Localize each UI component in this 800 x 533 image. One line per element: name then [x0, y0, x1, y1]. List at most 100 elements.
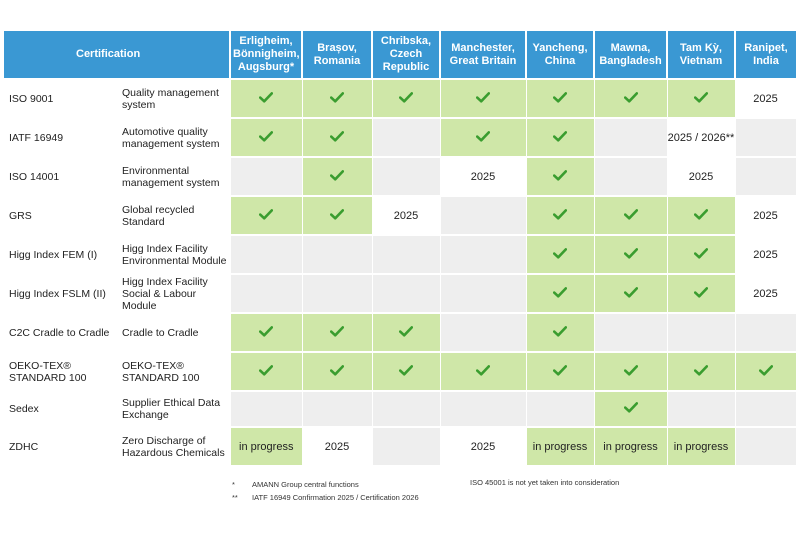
- location-header: Manchester, Great Britain: [440, 31, 527, 79]
- certification-name: Sedex: [4, 390, 118, 428]
- status-cell-certified: [440, 78, 527, 119]
- certification-name: Higg Index FSLM (II): [4, 273, 118, 314]
- status-cell-certified: [594, 78, 668, 119]
- status-cell-certified: [526, 117, 595, 158]
- table-row: ISO 14001 Environmental management system…: [4, 156, 797, 197]
- status-cell-empty: [440, 312, 527, 353]
- status-cell-certified: [526, 312, 595, 353]
- check-icon: [330, 364, 344, 376]
- status-cell-empty: [230, 273, 303, 314]
- check-icon: [330, 91, 344, 103]
- status-cell-certified: [526, 351, 595, 392]
- table-row: GRS Global recycled Standard 2025 2025: [4, 195, 797, 236]
- footnote-iso45001: ISO 45001 is not yet taken into consider…: [470, 478, 620, 487]
- footnote-mark: **: [232, 493, 238, 502]
- status-cell-text: in progress: [594, 426, 668, 467]
- check-icon: [623, 208, 638, 220]
- footnote-mark: *: [232, 480, 235, 489]
- check-icon: [623, 286, 638, 298]
- status-cell-empty: [302, 234, 373, 275]
- location-header: Mawna, Bangladesh: [594, 31, 668, 79]
- certification-description: Global recycled Standard: [118, 195, 231, 236]
- check-icon: [694, 208, 708, 220]
- certification-name: C2C Cradle to Cradle: [4, 312, 118, 353]
- footnote-text: IATF 16949 Confirmation 2025 / Certifica…: [252, 493, 419, 502]
- status-cell-empty: [372, 426, 441, 467]
- status-cell-certified: [594, 390, 668, 428]
- status-cell-certified: [372, 312, 441, 353]
- status-cell-certified: [302, 312, 373, 353]
- check-icon: [399, 364, 413, 376]
- certification-name: OEKO-TEX® STANDARD 100: [4, 351, 118, 392]
- status-cell-certified: [302, 156, 373, 197]
- status-cell-certified: [667, 351, 736, 392]
- check-icon: [476, 130, 490, 142]
- status-cell-text: in progress: [230, 426, 303, 467]
- check-icon: [553, 169, 567, 181]
- certification-description: Higg Index Facility Social & Labour Modu…: [118, 273, 231, 314]
- check-icon: [694, 286, 708, 298]
- status-cell-empty: [440, 195, 527, 236]
- location-header: Tam Kỳ, Vietnam: [667, 31, 736, 79]
- check-icon: [694, 247, 708, 259]
- status-cell-text: 2025: [735, 234, 797, 275]
- check-icon: [330, 130, 344, 142]
- status-cell-certified: [594, 273, 668, 314]
- status-cell-empty: [302, 390, 373, 428]
- footnote-text: AMANN Group central functions: [252, 480, 359, 489]
- status-cell-empty: [526, 390, 595, 428]
- status-cell-empty: [230, 390, 303, 428]
- status-cell-certified: [594, 234, 668, 275]
- status-cell-text: 2025: [440, 156, 527, 197]
- check-icon: [330, 325, 344, 337]
- status-cell-certified: [667, 78, 736, 119]
- status-cell-text: 2025: [667, 156, 736, 197]
- table-row: Higg Index FSLM (II) Higg Index Facility …: [4, 273, 797, 314]
- status-cell-certified: [302, 78, 373, 119]
- check-icon: [623, 364, 638, 376]
- check-icon: [399, 91, 413, 103]
- status-cell-empty: [735, 312, 797, 353]
- status-cell-empty: [594, 156, 668, 197]
- certification-description: Zero Discharge of Hazardous Chemicals: [118, 426, 231, 467]
- table-row: Higg Index FEM (I) Higg Index Facility En…: [4, 234, 797, 275]
- check-icon: [553, 130, 567, 142]
- status-cell-empty: [440, 273, 527, 314]
- certification-table: Certification Erligheim, Bönnigheim, Aug…: [4, 31, 797, 467]
- check-icon: [623, 402, 638, 413]
- location-header: Erligheim, Bönnigheim, Augsburg*: [230, 31, 303, 79]
- check-icon: [476, 91, 490, 103]
- status-cell-empty: [230, 156, 303, 197]
- check-icon: [259, 364, 274, 376]
- location-header: Yancheng, China: [526, 31, 595, 79]
- certification-description: OEKO-TEX® STANDARD 100: [118, 351, 231, 392]
- table-row: Sedex Supplier Ethical Data Exchange: [4, 390, 797, 428]
- check-icon: [553, 325, 567, 337]
- check-icon: [259, 91, 274, 103]
- check-icon: [623, 91, 638, 103]
- status-cell-text: 2025: [302, 426, 373, 467]
- header-row: Certification Erligheim, Bönnigheim, Aug…: [4, 31, 796, 79]
- table-row: IATF 16949 Automotive quality management …: [4, 117, 797, 158]
- location-header: Chribska, Czech Republic: [372, 31, 441, 79]
- check-icon: [259, 208, 274, 220]
- status-cell-empty: [372, 117, 441, 158]
- status-cell-certified: [440, 351, 527, 392]
- status-cell-text: in progress: [667, 426, 736, 467]
- status-cell-certified: [594, 195, 668, 236]
- certification-name: ZDHC: [4, 426, 118, 467]
- status-cell-certified: [230, 195, 303, 236]
- check-icon: [259, 325, 274, 337]
- status-cell-text: 2025: [372, 195, 441, 236]
- status-cell-empty: [372, 390, 441, 428]
- status-cell-certified: [372, 351, 441, 392]
- status-cell-text: 2025: [735, 78, 797, 119]
- certification-name: ISO 9001: [4, 78, 118, 119]
- certification-description: Environmental management system: [118, 156, 231, 197]
- status-cell-certified: [440, 117, 527, 158]
- check-icon: [623, 247, 638, 259]
- status-cell-certified: [667, 195, 736, 236]
- location-header: Ranipet, India: [735, 31, 796, 79]
- status-cell-certified: [735, 351, 797, 392]
- check-icon: [553, 364, 567, 376]
